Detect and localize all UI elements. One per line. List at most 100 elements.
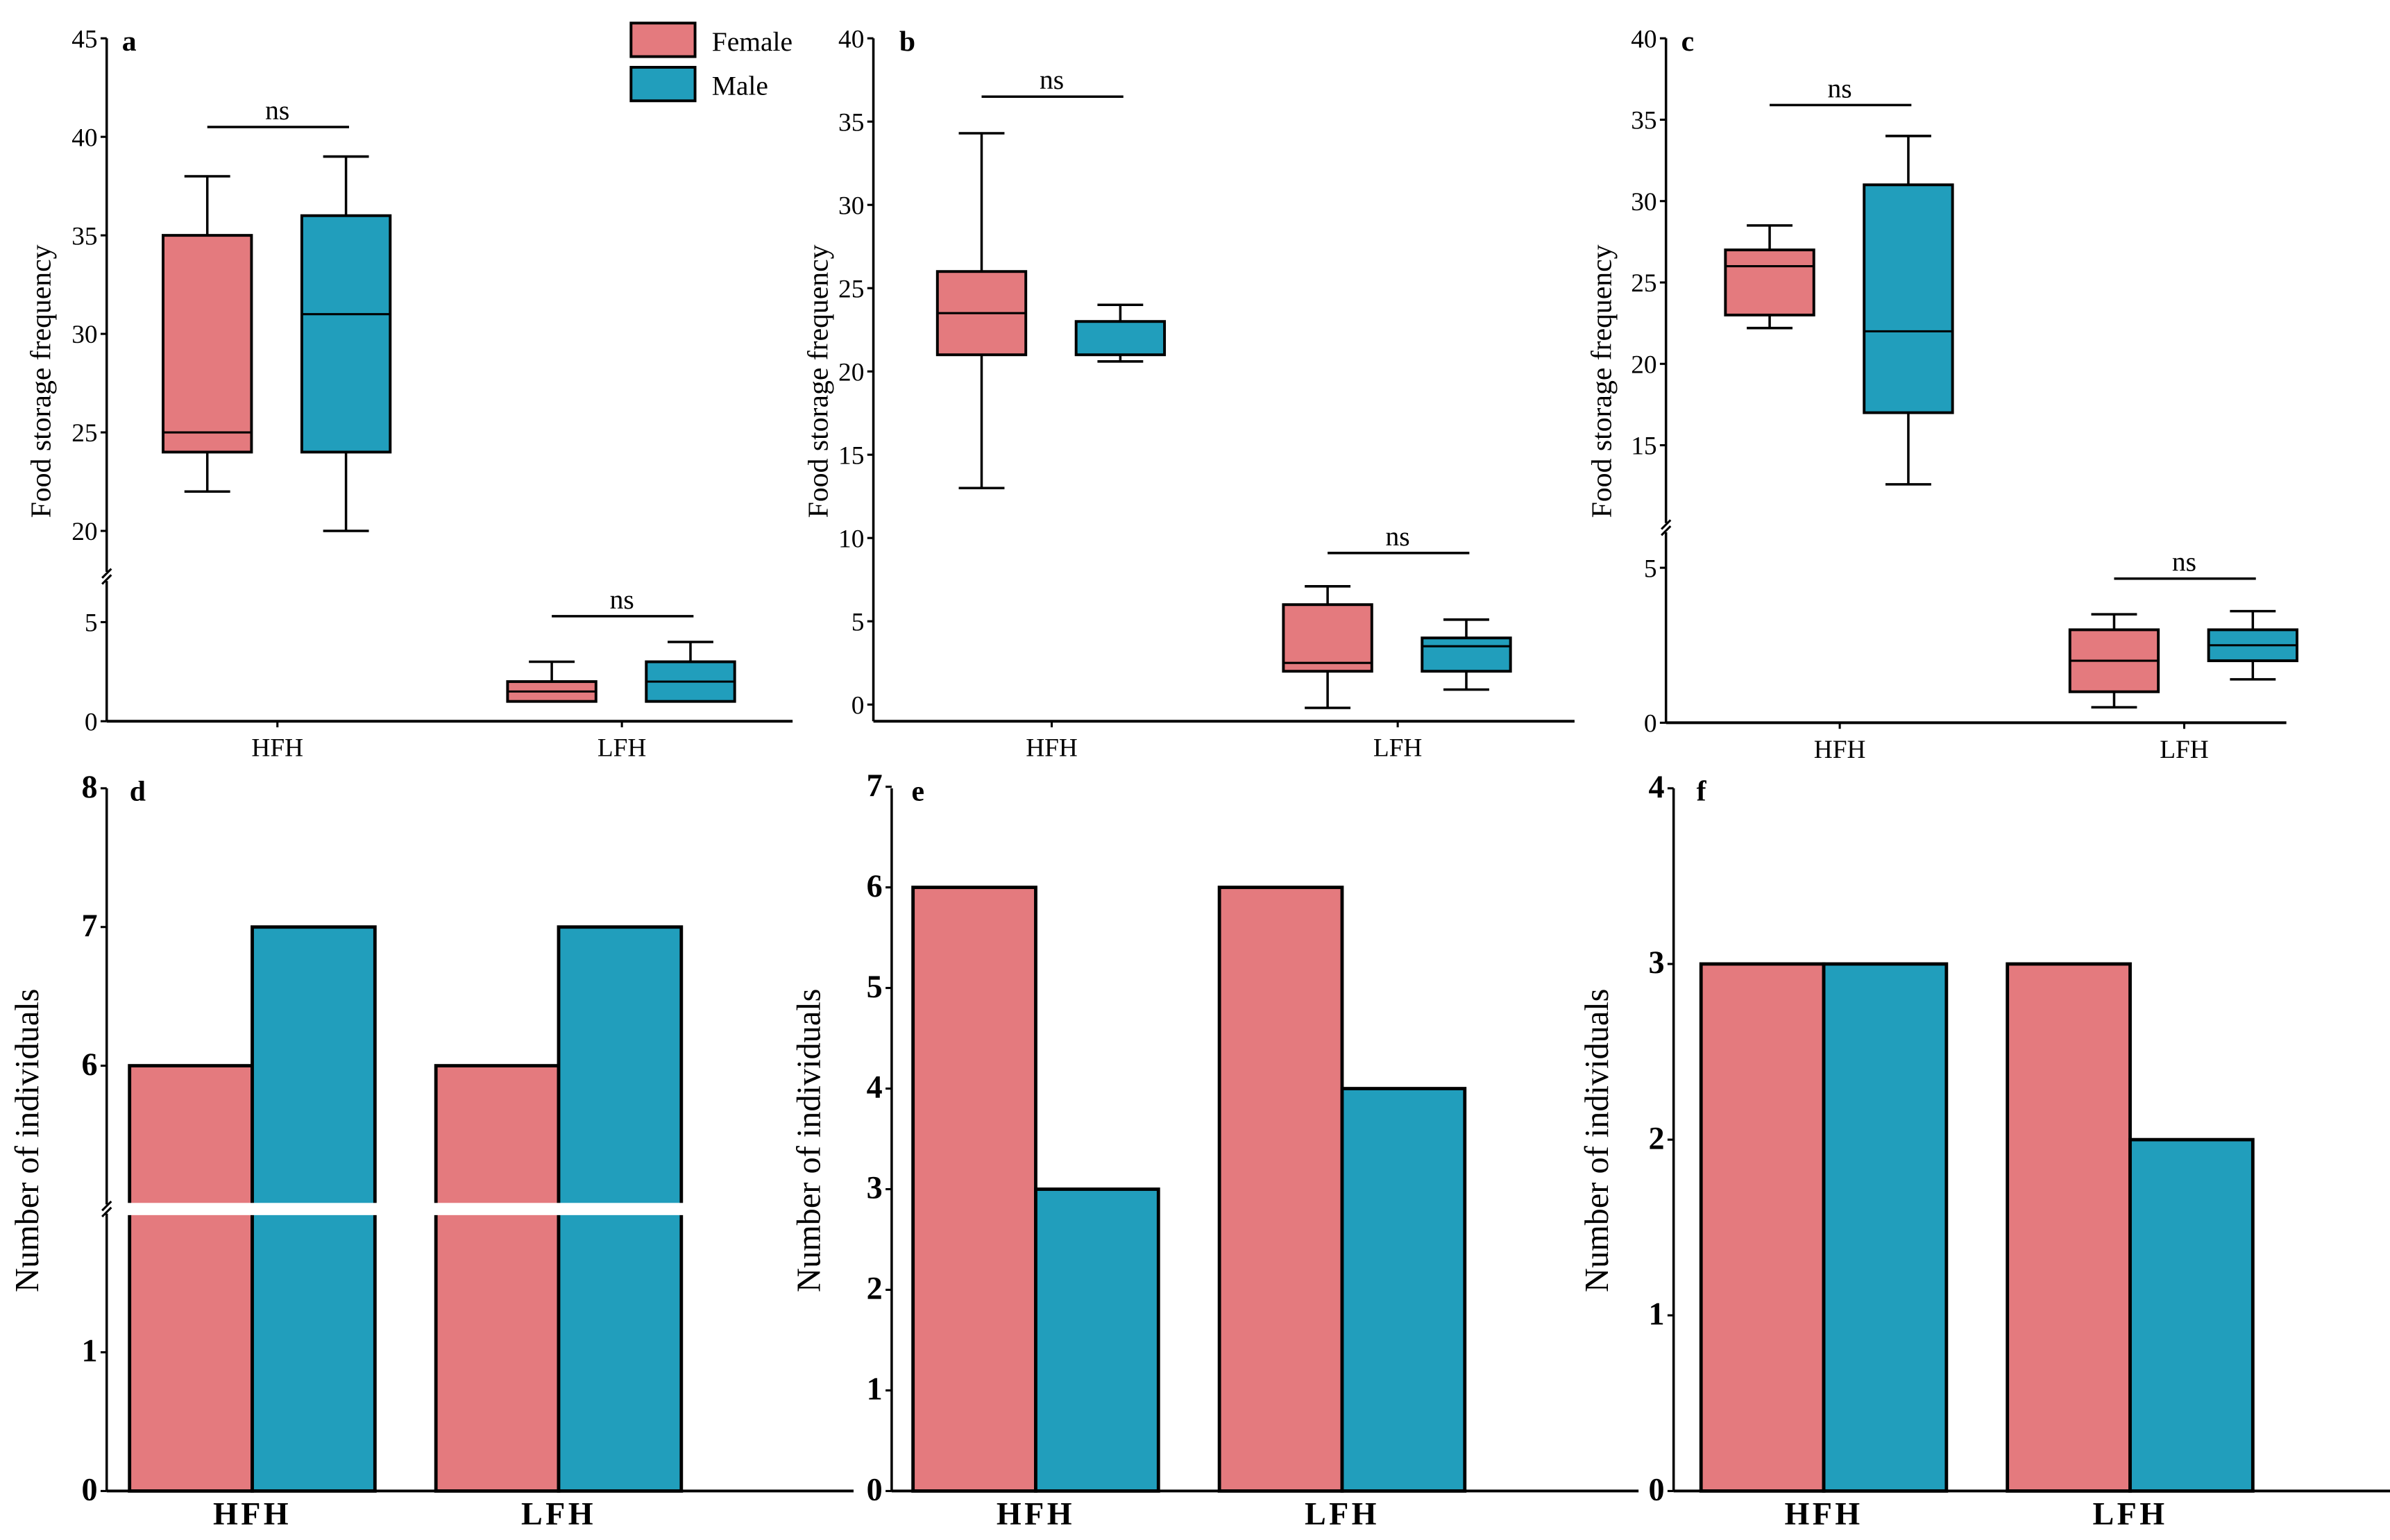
panel-label: e [911,775,924,807]
y-tick-label: 2 [1648,1120,1664,1156]
box-iqr [1074,320,1167,357]
y-axis-title: Number of individuals [1579,989,1616,1292]
y-tick-label: 35 [71,222,97,251]
box-male-lfh [645,641,736,703]
y-tick-label: 4 [867,1069,883,1105]
y-tick-label: 10 [838,525,864,553]
y-tick-label: 40 [71,124,97,152]
panel-a: ns ns 0 5 20 25 30 35 40 45 HFH LFH Food storage fre… [25,25,793,763]
bar-female-hfh [128,1064,254,1493]
panel-c: ns ns 0 5 15 20 25 30 35 40 HFH LFH Food storage fre… [1586,25,2298,764]
y-tick-label: 30 [838,192,864,220]
box-female-lfh [1282,585,1373,709]
y-tick-label: 7 [867,768,883,803]
y-tick-label: 15 [838,441,864,470]
y-tick-label: 5 [851,608,865,636]
box-male-hfh [300,155,392,532]
box-iqr [1724,248,1815,316]
x-tick-label: HFH [1814,736,1866,764]
axis-break-mark [101,568,112,579]
bar-male-hfh [1034,1187,1160,1493]
axis-break-band [115,1203,711,1215]
box-male-hfh [1074,303,1167,363]
y-tick-label: 0 [82,1472,98,1507]
significance-label: ns [2172,547,2196,577]
axis-break-gap [1659,523,1672,532]
panel-label: a [122,26,137,58]
box-female-lfh [506,660,598,703]
box-female-hfh [1724,224,1815,330]
y-tick-label: 0 [1648,1472,1664,1507]
y-tick-label: 5 [1644,555,1657,583]
axis-break-gap [100,1204,113,1214]
y-tick-label: 35 [838,108,864,137]
y-tick-label: 4 [1648,769,1664,804]
bar-female-lfh [2006,962,2132,1493]
y-tick-label: 5 [867,969,883,1004]
legend-label-male: Male [712,70,768,101]
axis-break-gap [100,571,113,582]
box-iqr [1421,636,1512,673]
x-tick-label: LFH [2093,1496,2168,1532]
y-tick-label: 1 [1648,1296,1664,1331]
y-tick-label: 5 [85,609,98,638]
y-tick-label: 0 [85,708,98,736]
bar-male-lfh [2128,1137,2255,1493]
x-tick-label: HFH [997,1496,1075,1532]
significance-label: ns [1828,73,1852,103]
x-tick-label: HFH [1026,734,1078,763]
panel-b: ns ns 0 5 10 15 20 25 30 35 40 HFH LFH Food storage f… [803,25,1575,763]
box-female-hfh [935,132,1028,489]
panel-label: c [1681,26,1695,58]
y-tick-label: 8 [82,769,98,804]
panel-label: b [899,26,915,58]
axis-break-mark [1661,525,1672,536]
y-tick-label: 25 [1631,269,1656,298]
bar-female-lfh [1217,886,1344,1493]
y-tick-label: 6 [867,868,883,904]
x-tick-label: LFH [2160,736,2209,764]
box-iqr [162,234,253,454]
y-tick-label: 25 [71,419,97,448]
y-tick-label: 1 [82,1333,98,1369]
y-tick-label: 1 [867,1371,883,1407]
bar-male-hfh [1822,962,1949,1493]
y-tick-label: 3 [867,1170,883,1205]
bar-male-lfh [1340,1087,1467,1493]
box-male-hfh [1863,135,1954,486]
y-tick-label: 25 [838,275,864,303]
x-tick-label: LFH [1305,1496,1380,1532]
y-axis-title: Food storage frequency [1586,244,1618,518]
axis-break-mark [101,574,112,585]
y-tick-label: 40 [838,25,864,53]
x-tick-label: LFH [1373,734,1423,763]
box-iqr [300,214,392,454]
y-tick-label: 40 [1631,25,1656,53]
y-tick-label: 3 [1648,945,1664,980]
axis-break-mark [101,1201,112,1212]
box-iqr [1282,603,1373,673]
y-tick-label: 20 [838,358,864,387]
x-tick-label: LFH [598,734,647,763]
y-axis-title: Food storage frequency [803,244,835,518]
box-male-lfh [2207,609,2298,681]
axis-break-mark [101,1206,112,1218]
axis-break-mark [1661,519,1672,530]
y-axis-title: Number of individuals [9,989,46,1292]
panel-d: 0 1 6 7 8 HFH LFH Number of individuals d [9,769,854,1532]
x-tick-label: HFH [251,734,303,763]
x-tick-label: HFH [1784,1496,1863,1532]
y-tick-label: 30 [71,321,97,349]
y-axis-title: Number of individuals [791,989,828,1292]
box-iqr [1863,183,1954,414]
y-tick-label: 0 [851,691,865,720]
box-female-lfh [2068,613,2160,709]
panel-e: 0 1 2 3 4 5 6 7 HFH LFH Number of individuals e [791,768,1639,1532]
significance-label: ns [1040,65,1064,95]
legend: Female Male [629,22,793,103]
significance-label: ns [610,584,634,615]
y-tick-label: 6 [82,1047,98,1082]
panel-f: 0 1 2 3 4 HFH LFH Number of individuals f [1579,769,2390,1532]
y-tick-label: 0 [1644,710,1657,738]
